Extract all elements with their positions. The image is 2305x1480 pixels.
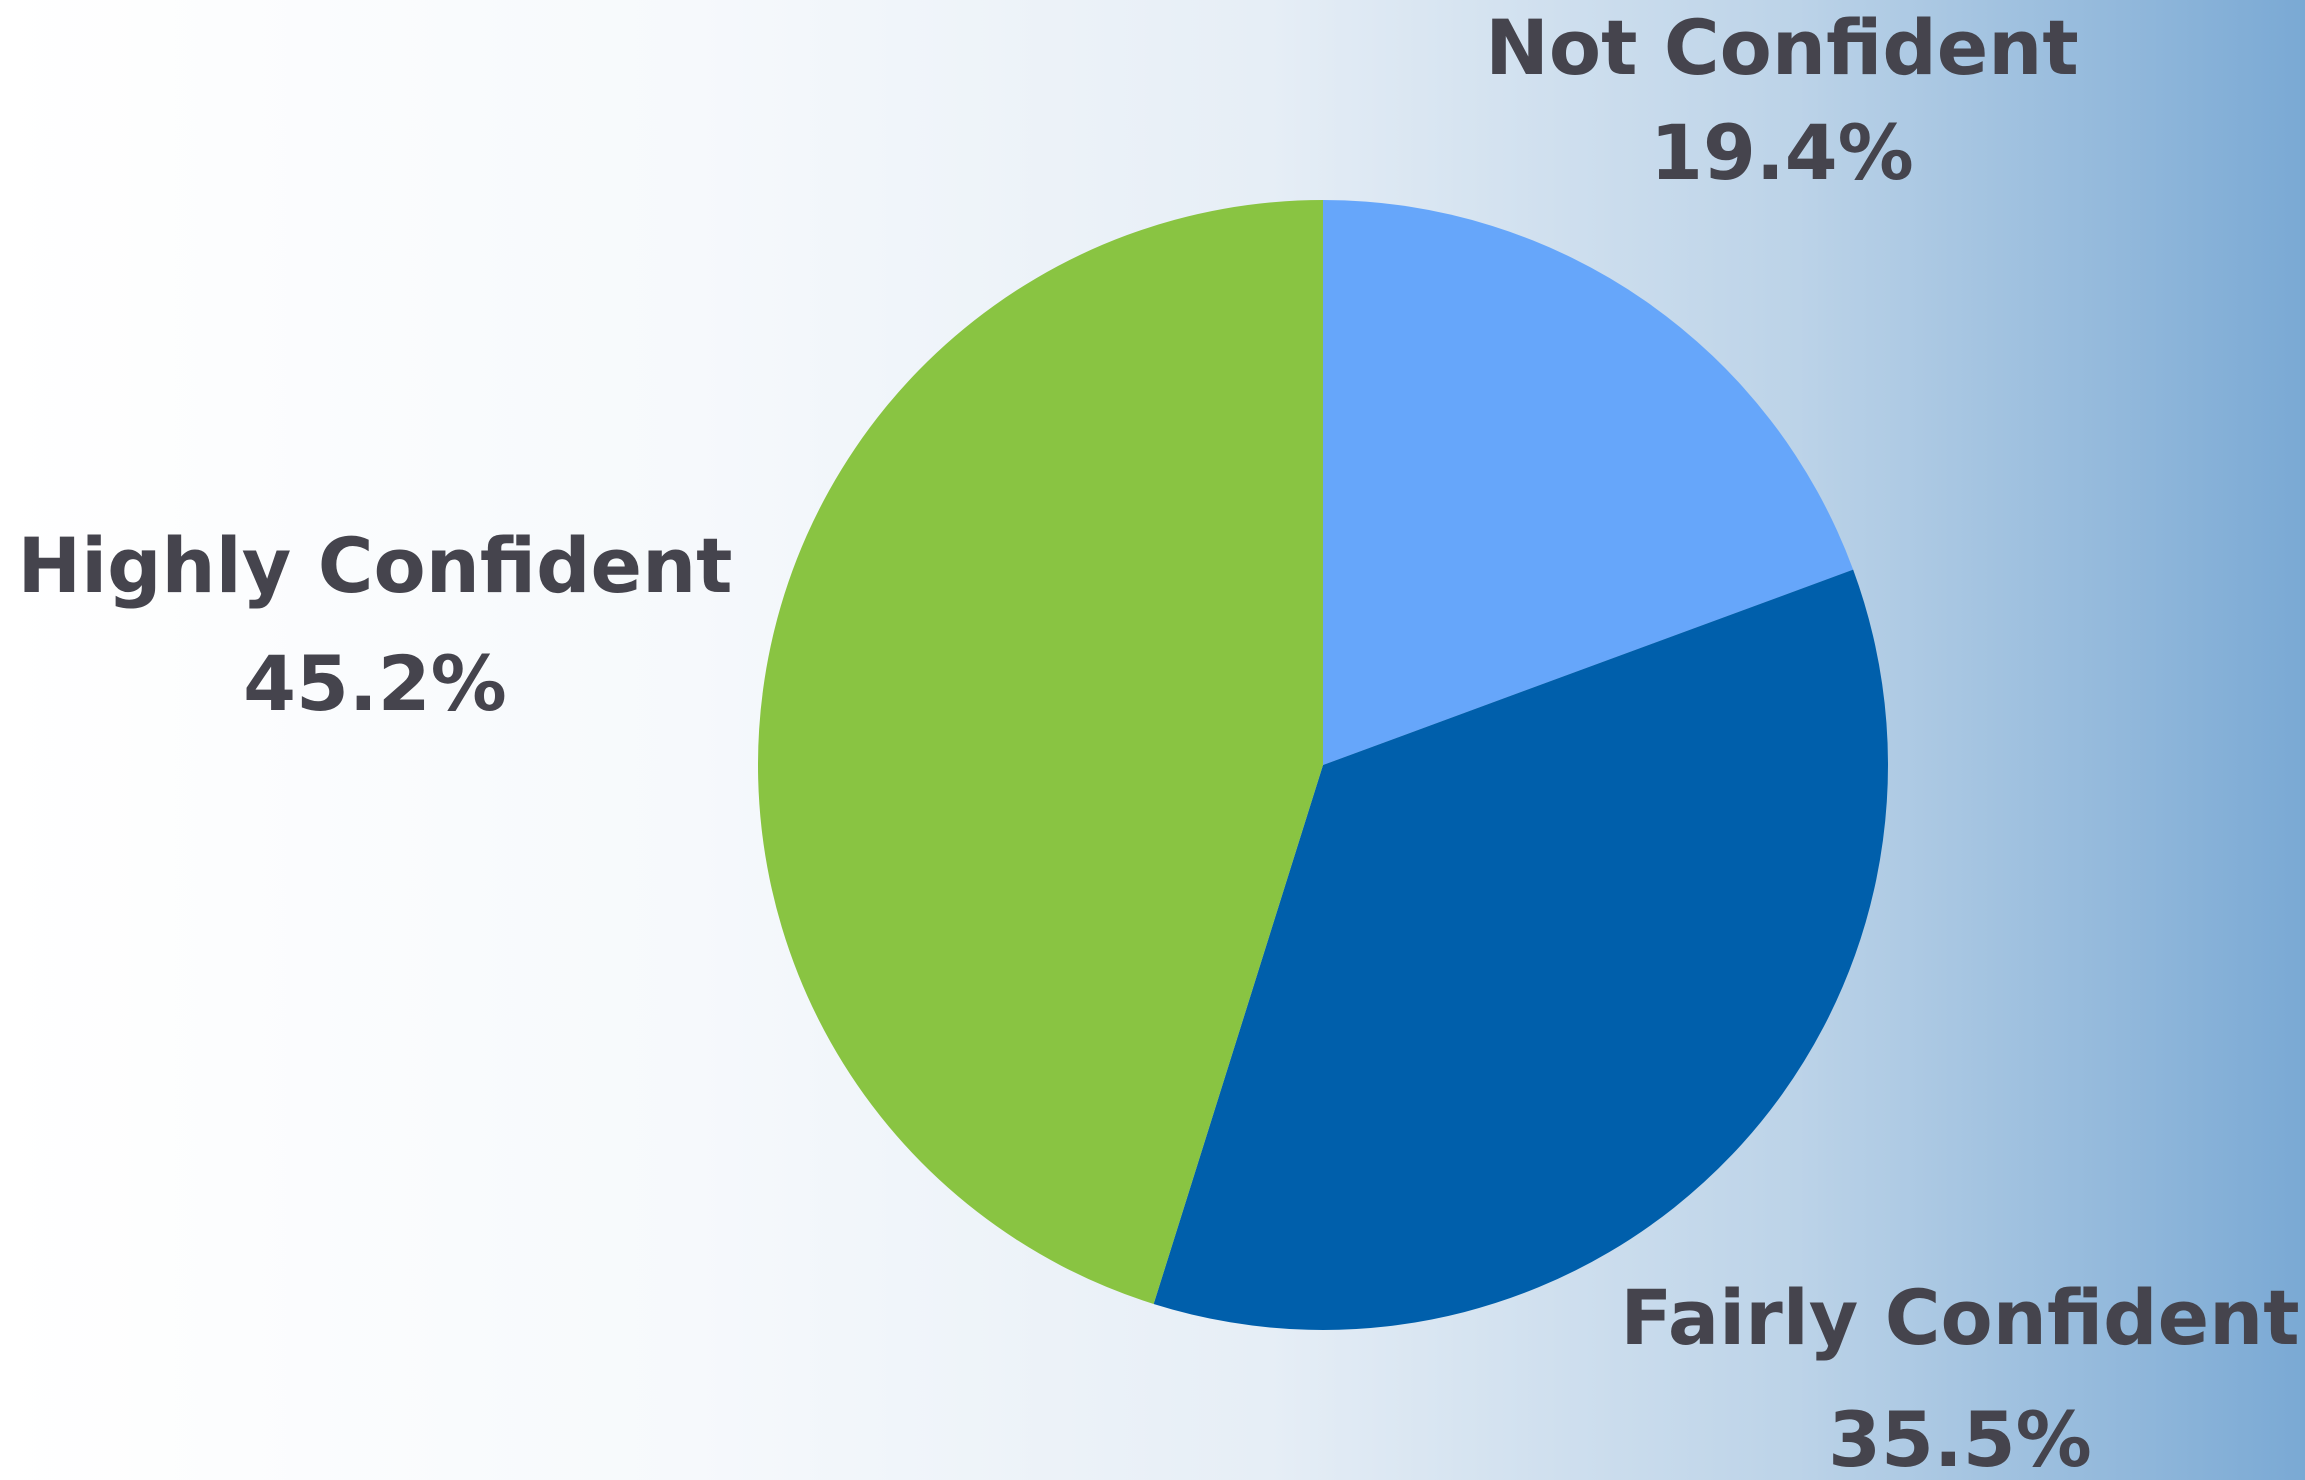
slice-value-fairly-confident: 35.5% [1828,1395,2092,1480]
slice-not-confident [1323,200,1854,765]
slice-highly-confident [757,199,1323,1305]
slice-value-highly-confident: 45.2% [243,639,507,728]
slice-label-fairly-confident: Fairly Confident [1620,1273,2299,1362]
slice-label-not-confident: Not Confident [1485,3,2078,92]
pie-slices [757,199,1888,1330]
slice-fairly-confident [1153,569,1888,1330]
slice-label-highly-confident: Highly Confident [17,521,732,610]
slice-value-not-confident: 19.4% [1650,108,1914,197]
